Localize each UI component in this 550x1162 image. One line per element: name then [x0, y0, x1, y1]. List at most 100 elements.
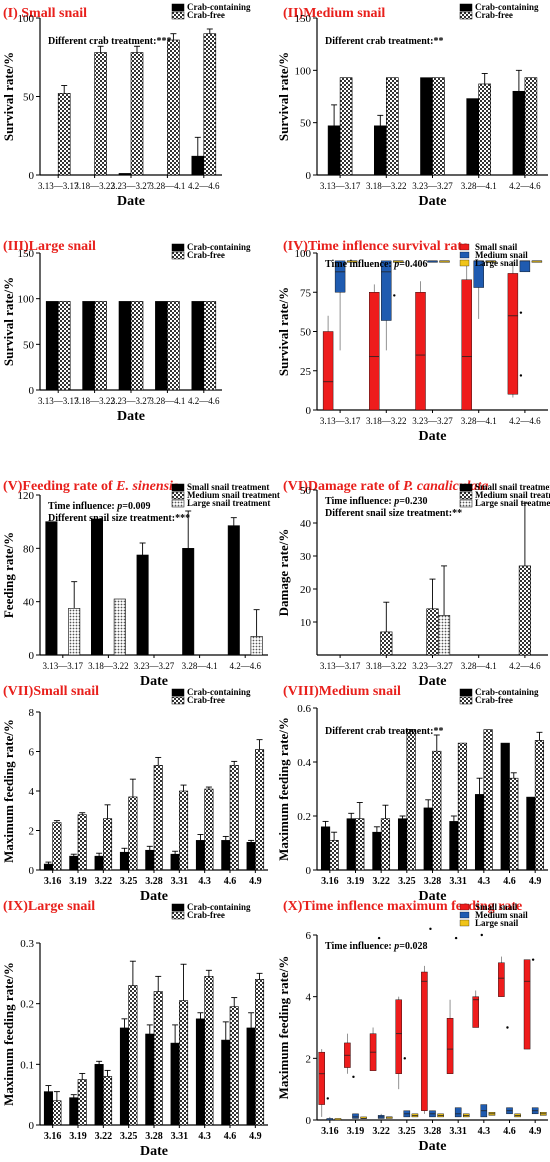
y-axis-label: Maximum feeding rate/% [276, 956, 291, 1100]
x-axis-label: Date [419, 674, 447, 689]
x-tick-label: 3.13—3.17 [43, 661, 84, 671]
bar-check [380, 631, 393, 656]
legend-label: Medium snail treatment [187, 490, 280, 500]
x-tick-label: 3.28 [424, 1126, 442, 1137]
box-blue [334, 260, 346, 293]
bar-solid [327, 125, 341, 176]
bar-solid [227, 525, 240, 656]
box-red [461, 279, 472, 411]
bar-check [406, 729, 416, 871]
outlier-point [393, 294, 396, 297]
bar-check [103, 818, 113, 871]
x-axis-label: Date [140, 1144, 168, 1157]
x-axis-label: Date [419, 1139, 447, 1154]
bar-solid [155, 301, 168, 391]
chart-panel-1: (I) Small snail 0 50 100 Survival rate/% Date… [1, 2, 251, 209]
x-axis-label: Date [419, 429, 447, 444]
bar-solid [94, 1064, 104, 1126]
outlier-point [531, 958, 535, 961]
x-axis-label: Date [140, 674, 168, 689]
bar-solid [45, 301, 59, 391]
legend-swatch [459, 688, 473, 697]
y-tick-label: 100 [18, 13, 35, 25]
legend-label: Crab-containing [187, 687, 251, 697]
y-tick-label: 8 [29, 707, 35, 719]
y-axis-label: Survival rate/% [1, 52, 16, 141]
bar-solid [191, 301, 205, 391]
outlier-point [480, 933, 483, 937]
x-tick-label: 4.9 [249, 1131, 262, 1142]
x-tick-label: 4.9 [529, 876, 542, 887]
x-tick-label: 3.31 [449, 876, 467, 887]
x-tick-label: 3.23—3.27 [412, 416, 453, 426]
legend-label: Crab-containing [187, 2, 251, 12]
y-tick-label: 6 [306, 930, 312, 942]
y-tick-label: 50 [300, 327, 312, 339]
x-tick-label: 4.2—4.6 [509, 661, 541, 671]
y-tick-label: 0 [29, 385, 35, 397]
legend-label: Small snail [475, 242, 518, 252]
y-axis-label: Damage rate/% [276, 529, 291, 617]
y-axis-label: Survival rate/% [276, 52, 291, 141]
chart-title: (X)Time inflence maximum feeding rate [283, 899, 522, 914]
annotation-time-influence: Time influence: p=0.028 [325, 941, 427, 952]
x-tick-label: 3.28 [424, 876, 442, 887]
y-tick-label: 0.6 [297, 703, 311, 715]
legend-swatch [459, 903, 470, 911]
x-tick-label: 3.28—4.1 [461, 661, 497, 671]
bar-check [203, 33, 217, 176]
x-tick-label: 3.23—3.27 [111, 396, 152, 406]
legend-label: Crab-free [187, 10, 225, 20]
legend-swatch [171, 11, 185, 20]
bar-solid [136, 554, 149, 656]
chart-title: (IX)Large snail [3, 899, 95, 914]
bar-check [128, 796, 138, 871]
bar-solid [170, 1042, 180, 1126]
outlier-point [403, 1057, 406, 1060]
bar-solid [372, 831, 382, 871]
x-tick-label: 3.23—3.27 [111, 181, 152, 191]
chart-title: (I) Small snail [3, 6, 87, 21]
annotation-text: Different crab treatment:** [325, 36, 443, 47]
bar-solid [91, 518, 104, 656]
bar-solid [182, 548, 195, 656]
x-tick-label: 3.13—3.17 [320, 416, 361, 426]
legend-swatch [459, 491, 473, 500]
y-tick-label: 150 [295, 13, 312, 25]
x-tick-label: 3.28—4.1 [182, 661, 218, 671]
legend-swatch [459, 251, 470, 259]
legend-swatch [459, 259, 470, 267]
bar-solid [466, 98, 480, 176]
chart-panel-6: (VI)Damage rate of P. canaliculata 10 20 30… [276, 479, 550, 689]
legend-label: Crab-containing [187, 242, 251, 252]
bar-solid [246, 1027, 256, 1126]
legend-label: Crab-containing [187, 902, 251, 912]
bar-check [52, 1100, 62, 1126]
x-tick-label: 4.9 [529, 1126, 542, 1137]
legend-label: Medium snail [475, 250, 528, 260]
legend-swatch [171, 243, 185, 252]
chart-panel-7: (VII)Small snail 0 2 4 6 8 Maximum feeding rat… [1, 684, 268, 904]
bar-solid [221, 840, 231, 871]
legend-swatch [171, 491, 185, 500]
y-tick-label: 40 [300, 518, 312, 530]
bar-solid [474, 794, 485, 871]
outlier-point [506, 1026, 509, 1029]
y-tick-label: 0 [306, 170, 312, 182]
chart-panel-5: (V)Feeding rate of E. sinensis 0 40 80 120 Fe… [1, 479, 280, 689]
y-tick-label: 10 [300, 617, 312, 629]
y-tick-label: 4 [306, 992, 312, 1004]
x-tick-label: 4.2—4.6 [229, 661, 261, 671]
bar-check [103, 1076, 113, 1126]
x-tick-label: 3.28 [145, 876, 163, 887]
x-tick-label: 3.16 [44, 1131, 62, 1142]
bar-solid [526, 796, 536, 871]
y-tick-label: 150 [18, 248, 35, 260]
y-tick-label: 0.1 [20, 1059, 34, 1071]
legend-label: Medium snail [475, 910, 528, 920]
outlier-point [519, 374, 523, 377]
x-tick-label: 3.18—3.22 [366, 181, 407, 191]
x-axis-label: Date [117, 194, 145, 209]
annotation-treatment: Different snail size treatment:*** [48, 513, 190, 524]
box-blue [519, 260, 531, 273]
